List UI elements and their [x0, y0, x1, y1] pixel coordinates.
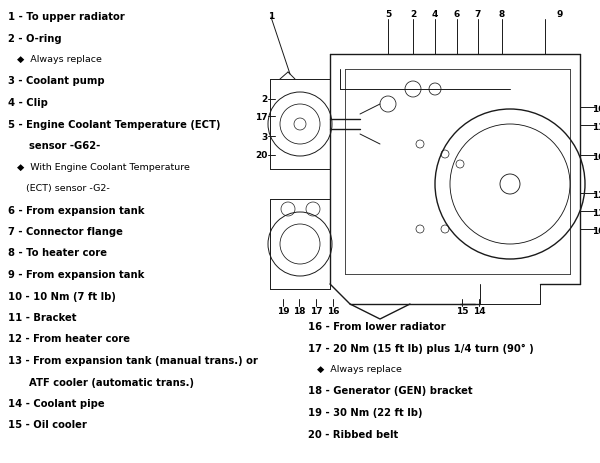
- Text: 13 - From expansion tank (manual trans.) or: 13 - From expansion tank (manual trans.)…: [8, 355, 258, 365]
- Text: 1: 1: [268, 12, 274, 21]
- Text: 14 - Coolant pipe: 14 - Coolant pipe: [8, 398, 104, 408]
- Text: 11 - Bracket: 11 - Bracket: [8, 313, 77, 322]
- Text: 7: 7: [475, 10, 481, 19]
- Text: 20: 20: [256, 151, 268, 160]
- Text: 9 - From expansion tank: 9 - From expansion tank: [8, 269, 145, 279]
- Text: 16: 16: [327, 307, 339, 315]
- Text: 19 - 30 Nm (22 ft lb): 19 - 30 Nm (22 ft lb): [308, 407, 422, 417]
- Text: ◆  Always replace: ◆ Always replace: [308, 364, 402, 373]
- Text: 3 - Coolant pump: 3 - Coolant pump: [8, 76, 104, 86]
- Text: ◆  Always replace: ◆ Always replace: [8, 55, 102, 64]
- Text: 17: 17: [310, 307, 322, 315]
- Text: sensor -G62-: sensor -G62-: [8, 141, 100, 150]
- Text: 18 - Generator (GEN) bracket: 18 - Generator (GEN) bracket: [308, 386, 473, 396]
- Text: (ECT) sensor -G2-: (ECT) sensor -G2-: [8, 184, 110, 193]
- Text: 18: 18: [293, 307, 305, 315]
- Text: ATF cooler (automatic trans.): ATF cooler (automatic trans.): [8, 377, 194, 387]
- Text: 10: 10: [592, 105, 600, 114]
- Text: 6 - From expansion tank: 6 - From expansion tank: [8, 205, 145, 215]
- Text: 19: 19: [277, 307, 289, 315]
- Text: 6: 6: [454, 10, 460, 19]
- Text: ◆  With Engine Coolant Temperature: ◆ With Engine Coolant Temperature: [8, 162, 190, 171]
- Text: 10: 10: [592, 153, 600, 162]
- Text: 3: 3: [262, 132, 268, 141]
- Text: 7 - Connector flange: 7 - Connector flange: [8, 226, 123, 237]
- Text: 12: 12: [592, 191, 600, 200]
- Text: 20 - Ribbed belt: 20 - Ribbed belt: [308, 429, 398, 438]
- Text: 2 - O-ring: 2 - O-ring: [8, 33, 62, 44]
- Text: 8: 8: [499, 10, 505, 19]
- Text: 2: 2: [410, 10, 416, 19]
- Text: 1 - To upper radiator: 1 - To upper radiator: [8, 12, 125, 22]
- Text: 17: 17: [256, 112, 268, 121]
- Text: 17 - 20 Nm (15 ft lb) plus 1/4 turn (90° ): 17 - 20 Nm (15 ft lb) plus 1/4 turn (90°…: [308, 343, 534, 353]
- Text: 15: 15: [456, 307, 468, 315]
- Text: 14: 14: [473, 307, 485, 315]
- Text: 5 - Engine Coolant Temperature (ECT): 5 - Engine Coolant Temperature (ECT): [8, 119, 221, 129]
- Text: 10: 10: [592, 227, 600, 236]
- Text: 11: 11: [592, 123, 600, 132]
- Text: 4: 4: [432, 10, 438, 19]
- Text: 13: 13: [592, 209, 600, 218]
- Text: 4 - Clip: 4 - Clip: [8, 98, 48, 108]
- Text: 5: 5: [385, 10, 391, 19]
- Text: 2: 2: [262, 95, 268, 104]
- Text: 15 - Oil cooler: 15 - Oil cooler: [8, 419, 87, 430]
- Text: 9: 9: [557, 10, 563, 19]
- Text: 12 - From heater core: 12 - From heater core: [8, 334, 130, 344]
- Text: 8 - To heater core: 8 - To heater core: [8, 248, 107, 258]
- Text: 10 - 10 Nm (7 ft lb): 10 - 10 Nm (7 ft lb): [8, 291, 116, 301]
- Text: 16 - From lower radiator: 16 - From lower radiator: [308, 321, 446, 332]
